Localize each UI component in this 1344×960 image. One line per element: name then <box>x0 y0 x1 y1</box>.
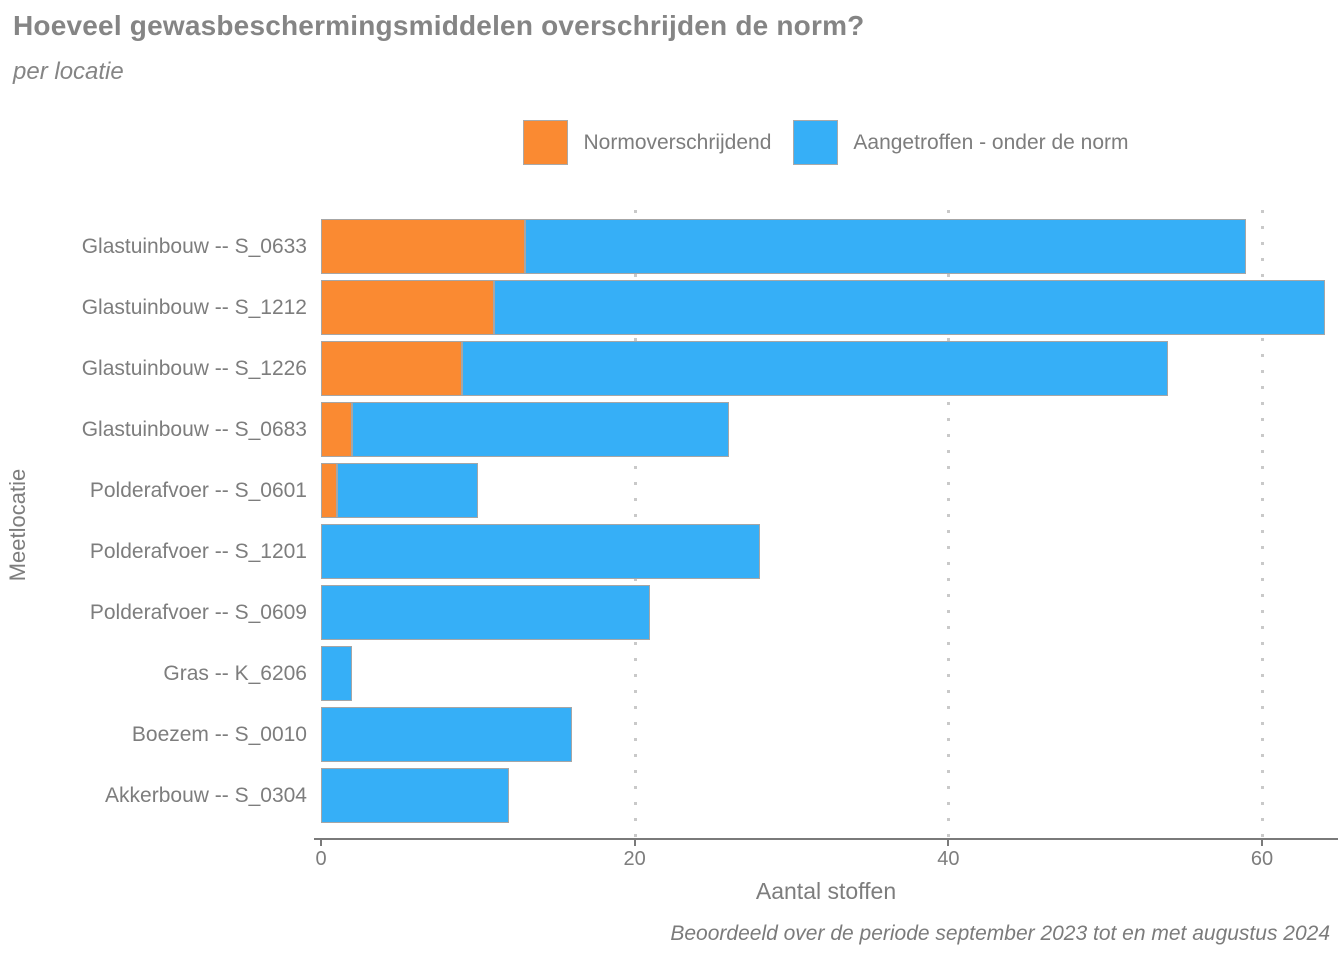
x-tick-label: 0 <box>315 848 327 870</box>
x-axis-line <box>314 838 1338 840</box>
legend: Normoverschrijdend Aangetroffen - onder … <box>321 120 1331 165</box>
legend-swatch-orange-icon <box>523 120 569 165</box>
x-tick-label: 40 <box>937 848 960 870</box>
legend-label: Normoverschrijdend <box>583 130 772 154</box>
legend-label: Aangetroffen - onder de norm <box>853 130 1129 154</box>
bar-segment[interactable] <box>321 219 525 274</box>
bar-row <box>321 402 729 457</box>
bar-segment[interactable] <box>493 280 1325 335</box>
x-axis-title: Aantal stoffen <box>755 878 897 904</box>
category-label: Gras -- K_6206 <box>163 661 307 685</box>
category-label: Polderafvoer -- S_1201 <box>89 539 307 563</box>
bar-row <box>321 219 1247 274</box>
bar-row <box>321 341 1168 396</box>
bar-row <box>321 707 572 762</box>
category-label: Polderafvoer -- S_0601 <box>89 478 307 502</box>
bar-row <box>321 463 478 518</box>
x-axis-ticks: 0 20 40 60 <box>315 838 1331 878</box>
bar-row <box>321 768 510 823</box>
x-tick-mark <box>947 838 950 846</box>
bar-segment[interactable] <box>462 341 1168 396</box>
bar-segment[interactable] <box>352 402 729 457</box>
bar-row <box>321 585 651 640</box>
x-tick-mark <box>1260 838 1263 846</box>
bar-segment[interactable] <box>321 463 337 518</box>
legend-item-aangetroffen[interactable]: Aangetroffen - onder de norm <box>793 120 1129 165</box>
category-label: Akkerbouw -- S_0304 <box>105 783 307 807</box>
bar-segment[interactable] <box>321 585 651 640</box>
bar-row <box>321 280 1325 335</box>
category-label: Glastuinbouw -- S_0683 <box>81 417 307 441</box>
x-tick-mark <box>633 838 636 846</box>
bar-segment[interactable] <box>524 219 1247 274</box>
bar-segment[interactable] <box>321 646 353 701</box>
y-axis-title: Meetlocatie <box>5 468 30 582</box>
category-label: Glastuinbouw -- S_1212 <box>81 295 307 319</box>
bar-segment[interactable] <box>321 341 463 396</box>
bar-segment[interactable] <box>321 707 572 762</box>
category-label: Glastuinbouw -- S_0633 <box>81 234 307 258</box>
category-label: Boezem -- S_0010 <box>131 722 307 746</box>
bar-segment[interactable] <box>321 402 353 457</box>
gridline-x-40 <box>947 210 951 838</box>
category-label: Polderafvoer -- S_0609 <box>89 600 307 624</box>
x-tick-label: 20 <box>623 848 646 870</box>
x-tick-label: 60 <box>1250 848 1274 870</box>
bar-segment[interactable] <box>336 463 478 518</box>
bar-segment[interactable] <box>321 280 494 335</box>
bar-segment[interactable] <box>321 524 761 579</box>
bar-row <box>321 646 353 701</box>
chart-subtitle: per locatie <box>13 58 124 85</box>
gridline-x-60 <box>1260 210 1264 838</box>
bar-segment[interactable] <box>321 768 510 823</box>
chart-title: Hoeveel gewasbeschermingsmiddelen oversc… <box>13 10 865 41</box>
caption: Beoordeeld over de periode september 202… <box>670 922 1330 945</box>
legend-swatch-blue-icon <box>793 120 839 165</box>
legend-item-normoverschrijdend[interactable]: Normoverschrijdend <box>523 120 771 165</box>
x-tick-mark <box>320 838 322 846</box>
plot-area <box>314 210 1338 840</box>
bar-row <box>321 524 761 579</box>
category-label: Glastuinbouw -- S_1226 <box>81 356 307 380</box>
